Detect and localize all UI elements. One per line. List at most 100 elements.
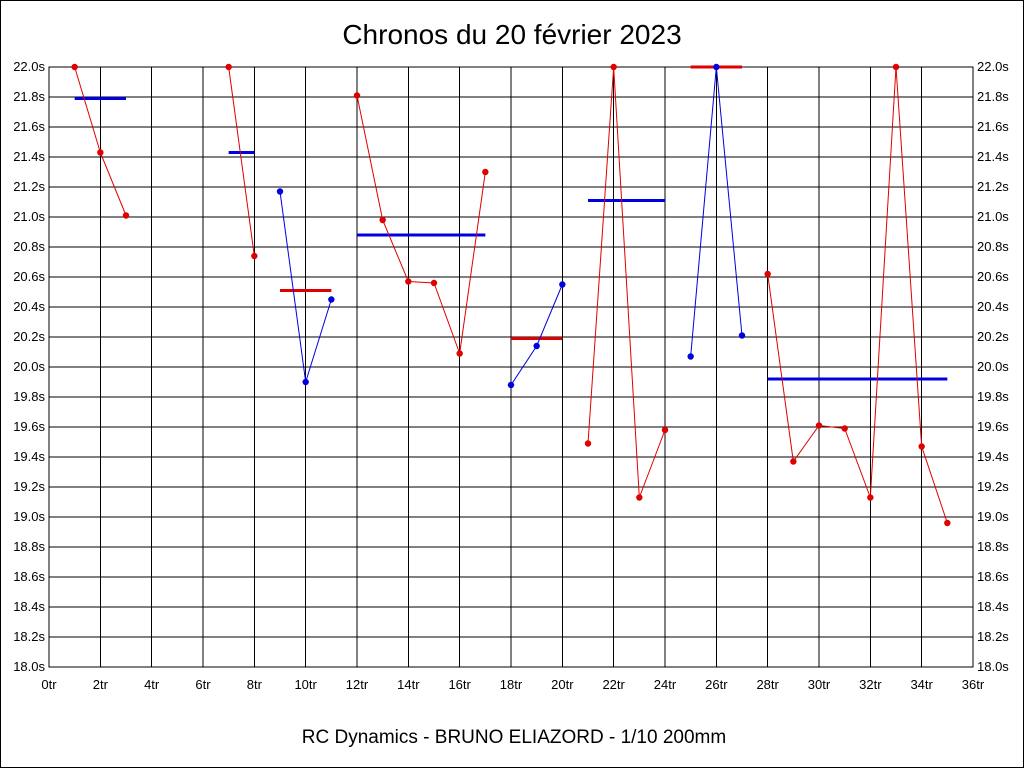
series-group [71,63,130,219]
x-tick-label: 4tr [144,677,160,692]
series-group [687,63,746,360]
data-point [559,281,566,288]
series-layer [71,63,951,527]
grid-layer [48,66,974,668]
series-group [507,281,566,389]
x-tick-label: 36tr [962,677,985,692]
data-point [533,342,540,350]
data-point [97,149,104,156]
x-tick-label: 32tr [859,677,882,692]
y-tick-label-right: 19.0s [977,509,1009,524]
data-point [918,443,925,450]
y-tick-label-left: 20.6s [13,269,45,284]
data-point [610,63,617,71]
y-tick-label-left: 18.0s [13,659,45,674]
x-tick-label: 18tr [500,677,523,692]
data-point [302,378,309,386]
chart-title: Chronos du 20 février 2023 [342,19,681,50]
data-point [815,422,823,429]
data-point [251,252,258,260]
x-tick-label: 12tr [346,677,369,692]
data-point [430,279,438,287]
y-tick-label-right: 19.4s [977,449,1009,464]
x-tick-label: 26tr [705,677,728,692]
x-tick-label: 14tr [397,677,420,692]
y-tick-label-left: 20.0s [13,359,45,374]
chart-footer: RC Dynamics - BRUNO ELIAZORD - 1/10 200m… [302,727,726,748]
data-point [405,278,412,285]
y-tick-label-left: 19.0s [13,509,45,524]
y-tick-label-left: 19.6s [13,419,45,434]
x-tick-label: 22tr [602,677,625,692]
data-point [482,168,489,176]
data-point [867,494,874,501]
y-tick-label-right: 20.8s [977,239,1009,254]
y-tick-label-left: 19.8s [13,389,45,404]
x-tick-label: 20tr [551,677,574,692]
y-tick-label-right: 18.4s [977,599,1009,614]
data-point [841,425,848,432]
x-tick-label: 10tr [294,677,317,692]
y-tick-label-left: 21.8s [13,89,45,104]
y-tick-label-right: 21.8s [977,89,1009,104]
series-line [767,66,948,524]
y-tick-label-right: 18.6s [977,569,1009,584]
series-group [764,63,951,527]
data-point [790,458,797,465]
y-tick-label-right: 21.0s [977,209,1009,224]
y-tick-label-right: 20.2s [977,329,1009,344]
x-tick-label: 30tr [808,677,831,692]
data-point [71,63,78,71]
data-point [122,212,130,219]
y-tick-label-left: 19.4s [13,449,45,464]
x-tick-label: 0tr [41,677,57,692]
x-tick-label: 24tr [654,677,677,692]
series-group [225,63,258,260]
data-point [636,494,643,501]
x-tick-label: 2tr [93,677,109,692]
series-group [353,92,489,357]
data-point [328,296,335,303]
y-tick-label-right: 21.4s [977,149,1009,164]
series-group [276,188,335,386]
y-tick-label-left: 21.0s [13,209,45,224]
y-tick-label-left: 21.4s [13,149,45,164]
y-tick-label-right: 21.6s [977,119,1009,134]
tick-layer: 18.0s 18.0s 18.2s 18.2s 18.4s 18.4s 18.6s 18.6s… [13,59,1009,692]
data-point [507,381,515,389]
y-tick-label-right: 20.6s [977,269,1009,284]
y-tick-label-left: 20.8s [13,239,45,254]
y-tick-label-left: 19.2s [13,479,45,494]
y-tick-label-left: 18.4s [13,599,45,614]
series-line [228,66,255,257]
x-tick-label: 6tr [195,677,211,692]
data-point [456,350,463,357]
y-tick-label-left: 20.2s [13,329,45,344]
data-point [738,332,746,339]
x-tick-label: 28tr [756,677,779,692]
y-tick-label-left: 21.2s [13,179,45,194]
data-point [764,270,771,278]
series-line [356,95,486,354]
y-tick-label-right: 20.4s [977,299,1009,314]
data-point [687,353,694,360]
y-tick-label-left: 18.2s [13,629,45,644]
data-point [661,426,669,434]
y-tick-label-right: 19.6s [977,419,1009,434]
x-tick-label: 34tr [910,677,933,692]
y-tick-label-left: 22.0s [13,59,45,74]
data-point [353,92,361,99]
y-tick-label-right: 19.2s [977,479,1009,494]
plot-border [48,66,974,668]
y-tick-label-left: 20.4s [13,299,45,314]
series-group [584,63,669,501]
data-point [225,63,232,71]
y-tick-label-left: 18.6s [13,569,45,584]
y-tick-label-right: 19.8s [977,389,1009,404]
data-point [944,519,951,527]
x-tick-label: 8tr [247,677,263,692]
y-tick-label-left: 21.6s [13,119,45,134]
y-tick-label-right: 22.0s [977,59,1009,74]
